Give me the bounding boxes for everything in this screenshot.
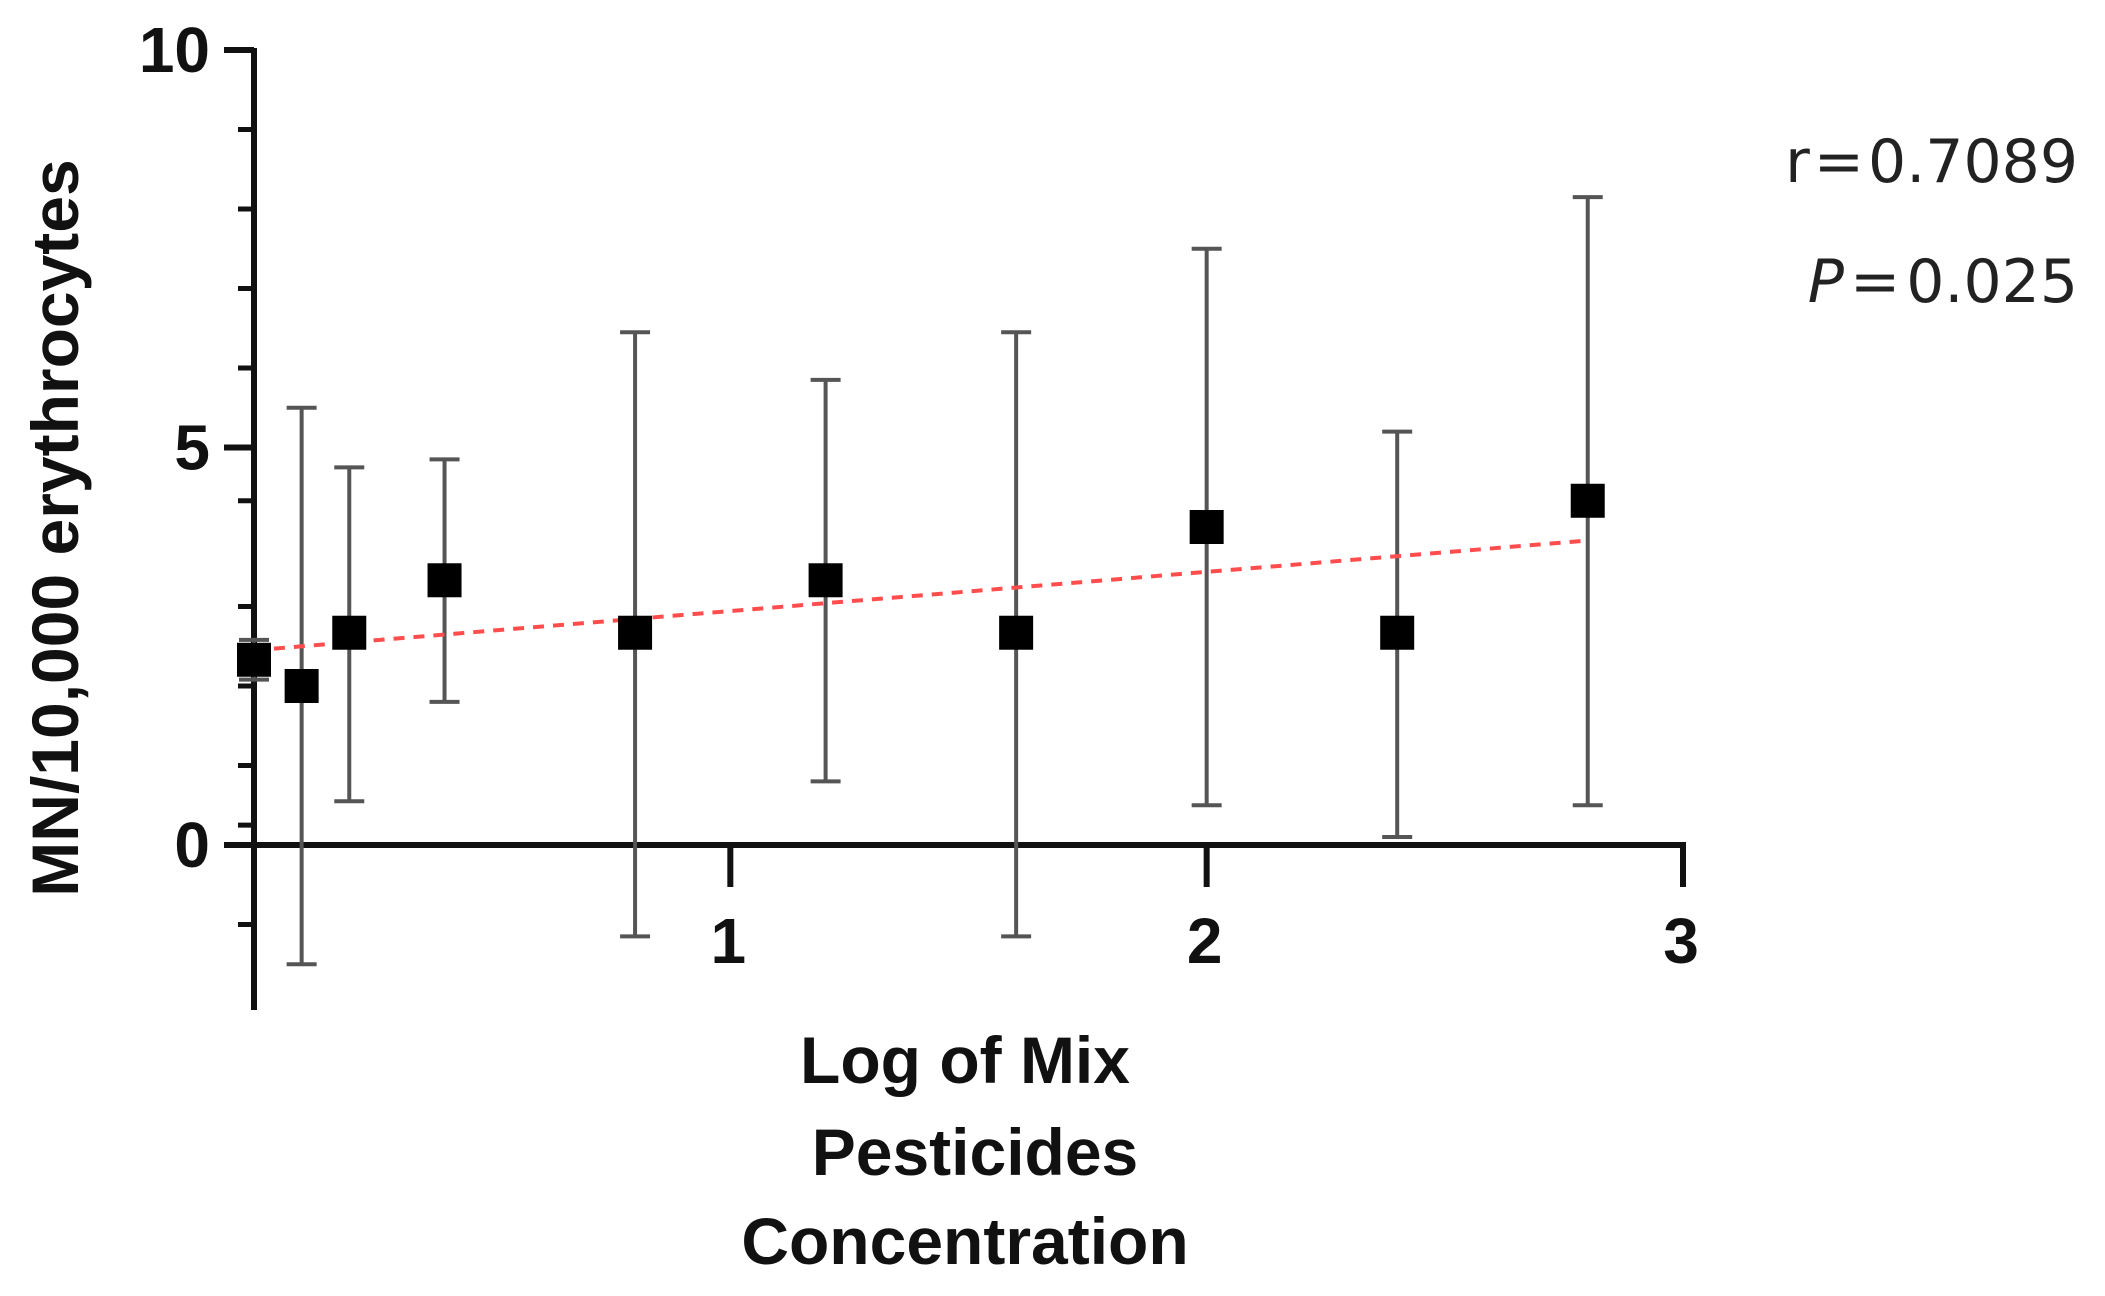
y-tick-label: 0 xyxy=(174,809,210,881)
data-point xyxy=(1380,615,1415,650)
x-axis-label-line-1: Log of Mix xyxy=(800,1023,1130,1097)
data-point xyxy=(618,615,653,650)
trendline xyxy=(253,538,1588,653)
data-point xyxy=(427,563,462,598)
x-tick-label: 3 xyxy=(1663,905,1699,977)
p-symbol: P xyxy=(1808,247,1845,317)
data-point xyxy=(332,615,367,650)
x-tick-label: 1 xyxy=(711,905,747,977)
data-point xyxy=(284,669,319,703)
p-statistic: P = 0.025 xyxy=(1808,247,2078,317)
axis-labels: MN/10,000 erythrocytes Log of Mix Pestic… xyxy=(18,159,1189,1278)
x-axis-label-line-3: Concentration xyxy=(741,1204,1188,1278)
data-point xyxy=(237,642,271,677)
r-statistic: r=0.7089 xyxy=(1785,127,2078,197)
data-point xyxy=(999,615,1034,650)
x-tick-label: 2 xyxy=(1187,905,1223,977)
r-symbol: r xyxy=(1785,127,1810,197)
r-value: 0.7089 xyxy=(1868,127,2078,197)
y-axis-label: MN/10,000 erythrocytes xyxy=(18,159,92,896)
y-tick-label: 5 xyxy=(174,412,210,484)
trendline-layer xyxy=(253,538,1588,653)
p-value: 0.025 xyxy=(1906,247,2078,317)
r-equals: = xyxy=(1814,127,1864,197)
y-tick-label: 10 xyxy=(139,14,210,86)
axes: 0 5 10 1 2 3 xyxy=(139,14,1699,1010)
data-point xyxy=(808,563,843,598)
p-equals: = xyxy=(1850,247,1900,317)
correlation-stats: r=0.7089 P = 0.025 xyxy=(1785,127,2078,317)
data-point xyxy=(1570,483,1605,518)
x-axis-label-line-2: Pesticides xyxy=(812,1115,1139,1189)
data-markers xyxy=(237,483,1605,703)
data-point xyxy=(1189,510,1224,544)
